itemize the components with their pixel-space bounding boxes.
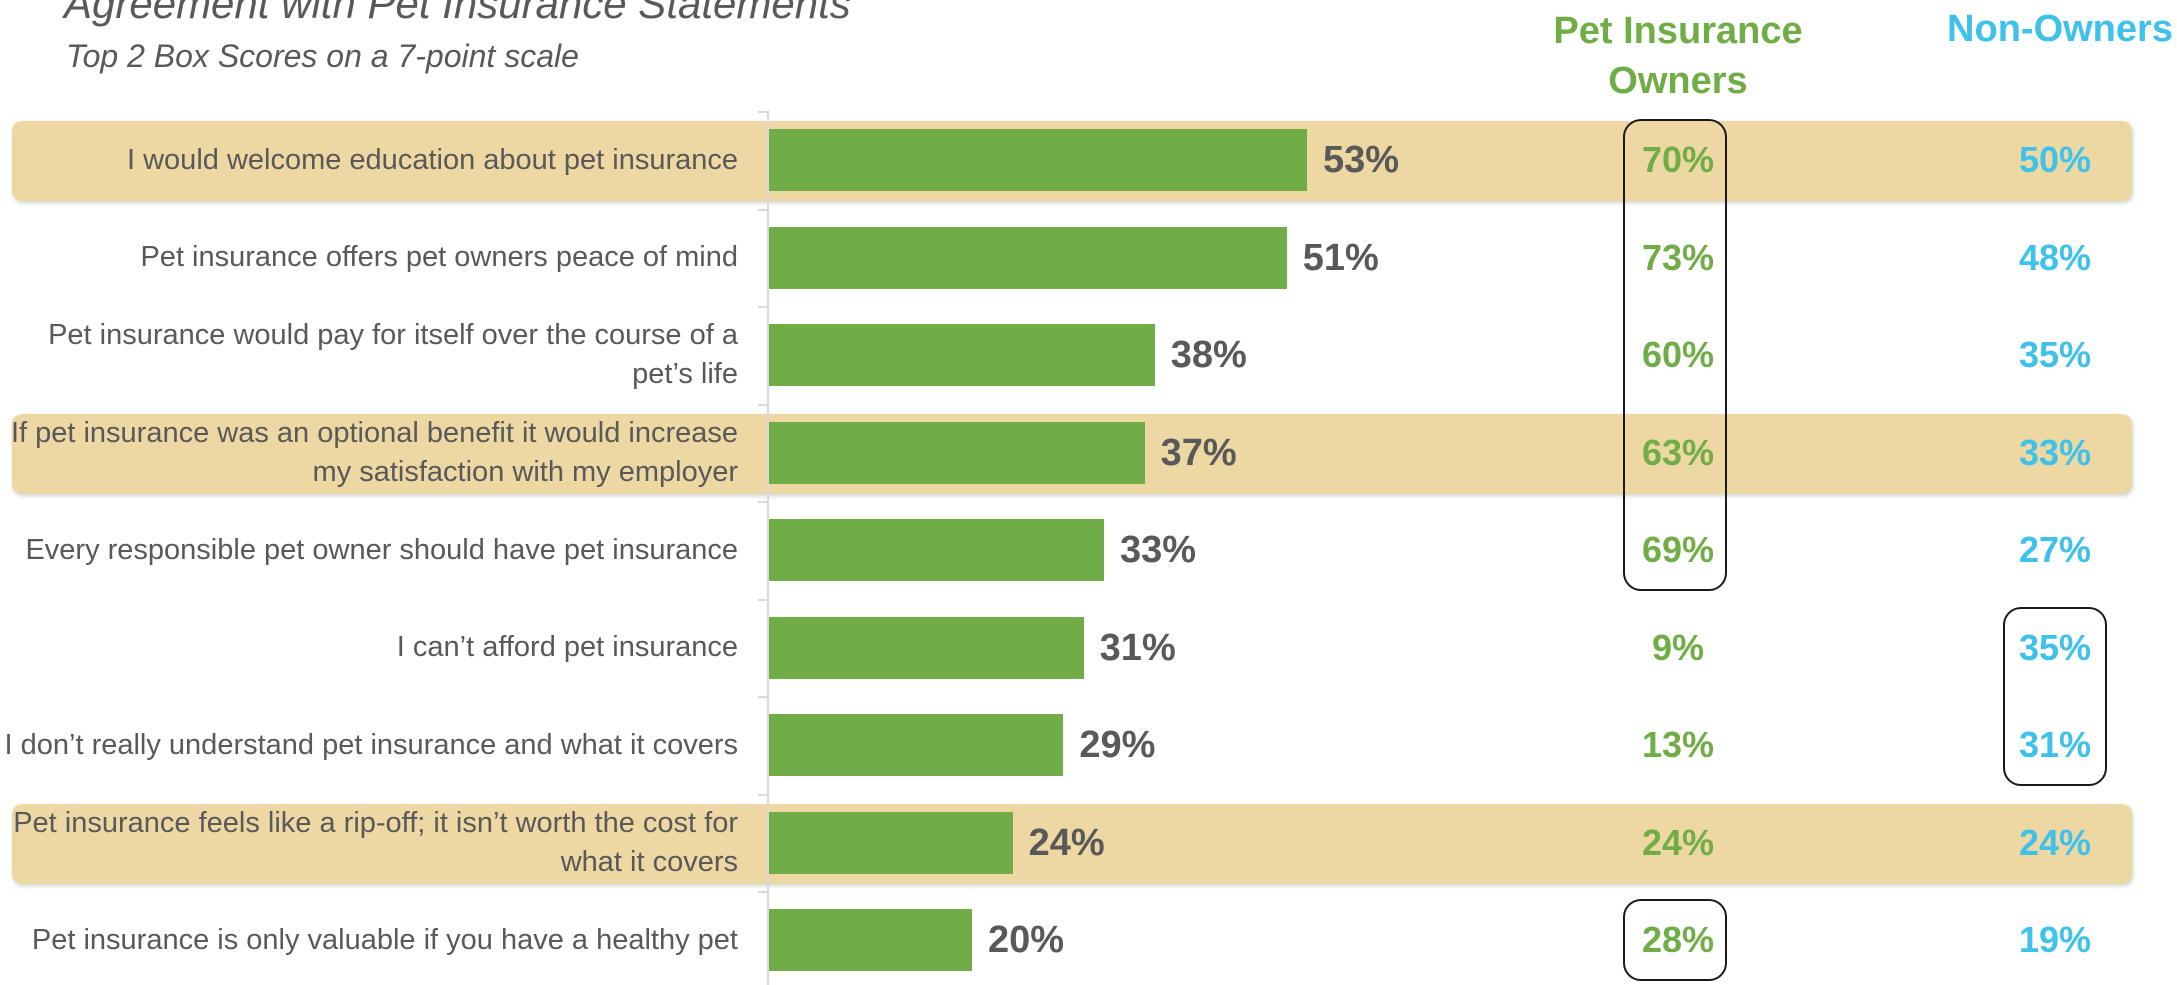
non-owners-value: 31%: [2018, 724, 2092, 765]
bar-value-label: 29%: [1079, 724, 1156, 766]
category-label: Pet insurance offers pet owners peace of…: [140, 241, 738, 273]
axis-tick: [758, 696, 768, 698]
bar-value-label: 51%: [1302, 236, 1379, 279]
non-owners-value: 19%: [2018, 919, 2092, 960]
callout-outline-box: [2003, 606, 2107, 786]
axis-tick: [758, 306, 768, 308]
owners-value: 73%: [1641, 236, 1715, 278]
category-label: Every responsible pet owner should have …: [25, 533, 738, 566]
non-owners-column-header: Non-Owners: [1947, 8, 2173, 50]
bar: [769, 811, 1013, 874]
bar: [769, 714, 1064, 776]
bar-value-label: 37%: [1160, 431, 1237, 474]
non-owners-value: 33%: [2018, 431, 2092, 473]
bar-value-label: 31%: [1099, 626, 1176, 669]
bar-value-label: 20%: [988, 919, 1065, 961]
category-label: If pet insurance was an optional benefit…: [10, 416, 738, 488]
bar: [769, 421, 1145, 484]
row-highlight: [12, 803, 2132, 884]
owners-column-header: Pet Insurance Owners: [1553, 10, 1803, 102]
bar-value-label: 38%: [1170, 334, 1247, 376]
non-owners-value: 27%: [2018, 529, 2092, 570]
owners-value: 69%: [1641, 529, 1715, 570]
axis-tick: [758, 793, 768, 796]
bar-value-label: 24%: [1028, 821, 1105, 864]
owners-value: 63%: [1641, 431, 1715, 473]
category-label: Pet insurance is only valuable if you ha…: [31, 923, 738, 956]
bar: [769, 909, 973, 971]
chart-title: Agreement with Pet Insurance Statements: [64, 0, 851, 27]
callout-outline-box: [1623, 119, 1727, 591]
category-label: I would welcome education about pet insu…: [127, 143, 738, 176]
category-label: Pet insurance feels like a rip-off; it i…: [13, 806, 738, 878]
bar: [769, 324, 1155, 386]
owners-value: 24%: [1641, 821, 1715, 863]
non-owners-value: 48%: [2018, 236, 2092, 278]
non-owners-value: 24%: [2018, 821, 2092, 863]
owners-value: 60%: [1641, 334, 1715, 375]
axis-tick: [758, 598, 768, 601]
axis-tick: [758, 111, 768, 113]
non-owners-value: 35%: [2018, 626, 2092, 668]
owners-value: 9%: [1651, 626, 1705, 668]
non-owners-value: 50%: [2018, 139, 2092, 180]
bar-value-label: 33%: [1119, 529, 1197, 571]
bar: [769, 226, 1287, 289]
axis-tick: [758, 891, 768, 893]
owners-value: 28%: [1641, 919, 1715, 960]
axis-tick: [758, 403, 768, 406]
owners-value: 70%: [1641, 139, 1715, 180]
bar-value-label: 53%: [1323, 139, 1400, 181]
category-label: I can’t afford pet insurance: [396, 631, 738, 663]
axis-tick: [758, 501, 768, 503]
category-label: I don’t really understand pet insurance …: [4, 728, 738, 761]
category-label: Pet insurance would pay for itself over …: [48, 319, 738, 390]
bar: [769, 129, 1307, 191]
non-owners-value: 35%: [2018, 334, 2092, 375]
bar: [769, 616, 1084, 679]
owners-value: 13%: [1641, 724, 1715, 765]
chart-subtitle: Top 2 Box Scores on a 7-point scale: [66, 38, 579, 74]
axis-tick: [758, 208, 768, 211]
bar: [769, 519, 1104, 581]
callout-outline-box: [1623, 899, 1727, 981]
category-axis-line: [767, 110, 769, 985]
